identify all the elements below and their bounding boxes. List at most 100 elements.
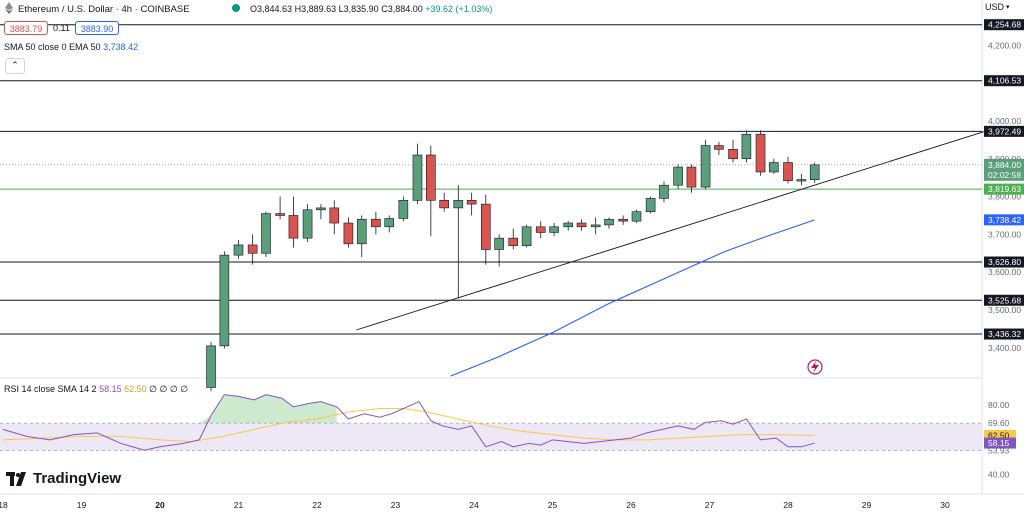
candle-down[interactable] xyxy=(508,237,519,246)
low-value: 3,835.90 xyxy=(343,4,379,14)
candle-down[interactable] xyxy=(728,149,738,160)
spread-value: 0.11 xyxy=(53,23,70,33)
candle-up[interactable] xyxy=(316,207,326,211)
price-axis-tick: 3,700.00 xyxy=(988,229,1021,239)
collapse-legend-button[interactable]: ⌃ xyxy=(5,58,25,74)
candle-up[interactable] xyxy=(631,211,642,222)
time-axis-tick: 23 xyxy=(391,500,401,510)
candle-up[interactable] xyxy=(604,218,614,226)
candle-up[interactable] xyxy=(412,154,423,201)
candle-up[interactable] xyxy=(659,184,669,199)
candle-up[interactable] xyxy=(356,218,367,245)
time-axis-tick: 25 xyxy=(548,500,558,510)
sell-price-button[interactable]: 3883.79 xyxy=(4,21,48,35)
price-axis-tick: 3,500.00 xyxy=(988,305,1021,315)
time-axis-tick: 21 xyxy=(234,500,244,510)
price-axis-tick: 3,600.00 xyxy=(988,267,1021,277)
time-axis-tick: 29 xyxy=(862,500,872,510)
change-value: +39.62 (+1.03%) xyxy=(425,4,493,14)
tradingview-logo-icon xyxy=(6,471,26,486)
rsi-ma-label: 62.50 xyxy=(988,431,1010,441)
time-axis-tick: 28 xyxy=(783,500,793,510)
rsi-legend[interactable]: RSI 14 close SMA 14 2 58.15 62.50 ∅ ∅ ∅ … xyxy=(4,384,188,395)
price-level-label: 4,254.68 xyxy=(988,20,1021,30)
symbol-title[interactable]: Ethereum / U.S. Dollar · 4h · COINBASE xyxy=(18,4,190,15)
sma-legend-name: SMA 50 close 0 EMA 50 xyxy=(4,42,101,52)
candle-up[interactable] xyxy=(645,198,656,212)
candle-up[interactable] xyxy=(206,345,216,388)
candle-up[interactable] xyxy=(453,200,464,209)
candle-down[interactable] xyxy=(466,200,477,205)
time-axis-tick: 30 xyxy=(940,500,950,510)
chevron-down-icon: ▾ xyxy=(1006,4,1010,11)
rsi-legend-value: 58.15 xyxy=(99,384,122,394)
time-axis-tick: 22 xyxy=(312,500,322,510)
price-level-label-box xyxy=(984,75,1024,87)
price-level-label-box xyxy=(984,19,1024,31)
sma-legend[interactable]: SMA 50 close 0 EMA 50 3,738.42 xyxy=(4,42,138,52)
candle-down[interactable] xyxy=(480,203,491,250)
rsi-ma-legend-value: 62.50 xyxy=(124,384,147,394)
candle-up[interactable] xyxy=(549,226,559,233)
candle-up[interactable] xyxy=(769,162,779,173)
high-value: 3,889.63 xyxy=(301,4,337,14)
price-level-label-box xyxy=(984,294,1024,306)
candle-down[interactable] xyxy=(329,207,340,224)
candle-down[interactable] xyxy=(686,166,697,188)
candle-up[interactable] xyxy=(563,222,574,228)
time-axis-tick: 20 xyxy=(155,500,165,510)
price-level-label: 3,436.32 xyxy=(988,329,1021,339)
candle-down[interactable] xyxy=(783,162,793,181)
sma-label: 3,738.42 xyxy=(988,215,1021,225)
candle-up[interactable] xyxy=(521,226,532,247)
candle-down[interactable] xyxy=(288,215,299,239)
sma-line[interactable] xyxy=(450,219,815,377)
price-level-label: 3,819.63 xyxy=(988,184,1021,194)
tradingview-logo-text: TradingView xyxy=(33,470,122,487)
rsi-value-label-box xyxy=(984,437,1016,449)
price-level-label-box xyxy=(984,125,1024,137)
candle-up[interactable] xyxy=(219,254,230,347)
candle-up[interactable] xyxy=(673,166,683,186)
candle-down[interactable] xyxy=(426,154,436,201)
sma-legend-value: 3,738.42 xyxy=(103,42,139,52)
rsi-axis-tick: 80.00 xyxy=(988,400,1010,410)
candle-down[interactable] xyxy=(371,218,381,228)
price-axis-tick: 4,000.00 xyxy=(988,116,1021,126)
buy-price-button[interactable]: 3883.90 xyxy=(75,21,119,35)
candle-down[interactable] xyxy=(576,222,587,228)
candle-down[interactable] xyxy=(343,222,354,245)
price-axis-tick: 3,400.00 xyxy=(988,343,1021,353)
candle-down[interactable] xyxy=(275,213,285,216)
candle-up[interactable] xyxy=(384,218,395,228)
candle-down[interactable] xyxy=(247,244,258,254)
currency-selector[interactable]: USD ▾ xyxy=(985,2,1010,12)
rsi-ma-line[interactable] xyxy=(2,408,815,443)
candle-up[interactable] xyxy=(809,164,820,180)
trendline[interactable] xyxy=(356,131,985,331)
rsi-legend-extra: ∅ ∅ ∅ ∅ xyxy=(149,384,189,394)
candle-up[interactable] xyxy=(590,224,601,228)
currency-label: USD xyxy=(985,2,1005,12)
rsi-line[interactable] xyxy=(2,394,815,451)
candle-up[interactable] xyxy=(302,209,313,239)
candle-up[interactable] xyxy=(796,179,807,182)
rsi-legend-name: RSI 14 close SMA 14 2 xyxy=(4,384,97,394)
time-axis-tick: 24 xyxy=(469,500,479,510)
candle-up[interactable] xyxy=(700,145,711,188)
candle-up[interactable] xyxy=(233,244,244,256)
price-level-label: 3,626.80 xyxy=(988,257,1021,267)
candle-down[interactable] xyxy=(439,200,449,209)
candle-up[interactable] xyxy=(741,133,752,160)
rsi-ma-label-box xyxy=(984,430,1016,441)
candle-down[interactable] xyxy=(755,133,766,173)
candle-down[interactable] xyxy=(714,145,724,150)
price-axis-tick: 3,800.00 xyxy=(988,192,1021,202)
candle-up[interactable] xyxy=(261,213,271,254)
candle-up[interactable] xyxy=(398,200,409,219)
candle-up[interactable] xyxy=(494,237,504,250)
candle-down[interactable] xyxy=(618,218,628,222)
candle-down[interactable] xyxy=(535,226,546,233)
rsi-value-label: 58.15 xyxy=(988,438,1010,448)
